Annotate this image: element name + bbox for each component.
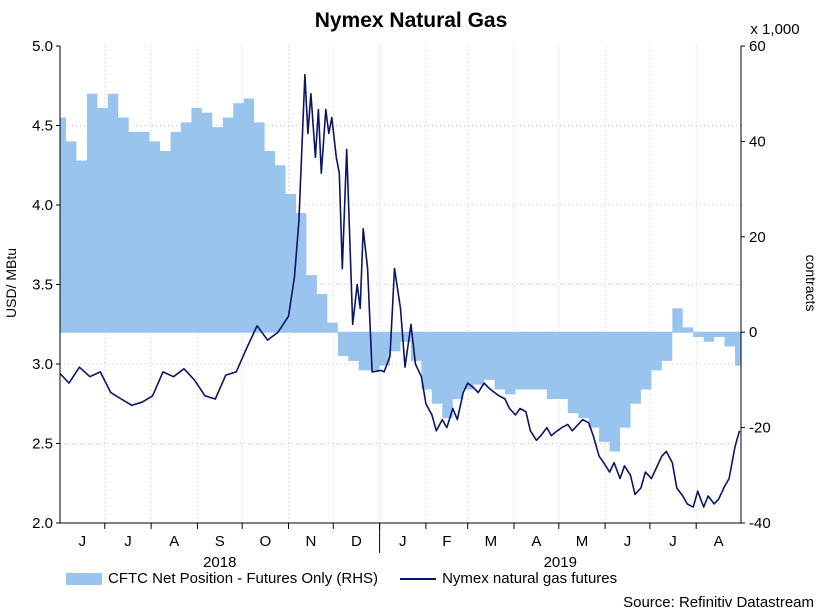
y2-tick-label: 60	[749, 38, 766, 55]
y2-axis-label: contracts	[803, 255, 819, 312]
y-tick-label: 2.5	[32, 436, 53, 453]
x-tick-label: J	[79, 533, 87, 550]
year-label: 2019	[544, 554, 577, 571]
x-tick-label: F	[442, 533, 451, 550]
legend-swatch-area	[66, 572, 102, 585]
x-tick-label: M	[485, 533, 498, 550]
x-tick-label: O	[260, 533, 272, 550]
y-axis-label: USD/ MBtu	[3, 248, 19, 318]
legend-swatch-line	[400, 577, 437, 580]
x-tick-label: N	[305, 533, 316, 550]
x-tick-label: S	[215, 533, 225, 550]
chart-title: Nymex Natural Gas	[315, 9, 508, 32]
y2-axis-ticks: 60 40 20 0 -20 -40	[741, 38, 771, 532]
x-tick-label: J	[624, 533, 632, 550]
y2-tick-label: 0	[749, 324, 757, 341]
y-tick-label: 2.0	[32, 515, 53, 532]
y-tick-label: 3.0	[32, 356, 53, 373]
y2-tick-label: -40	[749, 515, 771, 532]
y-axis-ticks: 5.0 4.5 4.0 3.5 3.0 2.5 2.0	[32, 38, 60, 532]
year-label: 2018	[203, 554, 236, 571]
x-tick-label: J	[124, 533, 132, 550]
x-tick-label: J	[399, 533, 407, 550]
nymex-futures-line	[59, 73, 741, 508]
legend: CFTC Net Position - Futures Only (RHS) N…	[66, 570, 617, 587]
source-note: Source: Refinitiv Datastream	[623, 594, 814, 611]
legend-label-area: CFTC Net Position - Futures Only (RHS)	[108, 570, 379, 587]
x-tick-label: J	[669, 533, 677, 550]
y2-tick-label: 20	[749, 229, 766, 246]
x-axis-ticks: J J A S O N D J F M A M J J A 2018 2019	[79, 523, 724, 571]
x-tick-label: M	[576, 533, 589, 550]
y-tick-label: 3.5	[32, 277, 53, 294]
y-tick-label: 4.0	[32, 197, 53, 214]
y-tick-label: 4.5	[32, 118, 53, 135]
cftc-net-position-area	[60, 93, 741, 452]
legend-label-line: Nymex natural gas futures	[442, 570, 618, 587]
y2-tick-label: -20	[749, 420, 771, 437]
gridlines	[60, 46, 741, 523]
x-tick-label: A	[531, 533, 541, 550]
x-tick-label: A	[169, 533, 179, 550]
series-line-layer	[59, 73, 741, 508]
series-area-layer	[60, 93, 741, 452]
x-tick-label: A	[714, 533, 724, 550]
y-tick-label: 5.0	[32, 38, 53, 55]
y2-tick-label: 40	[749, 133, 766, 150]
x-tick-label: D	[351, 533, 362, 550]
y2-unit-label: x 1,000	[750, 21, 799, 38]
